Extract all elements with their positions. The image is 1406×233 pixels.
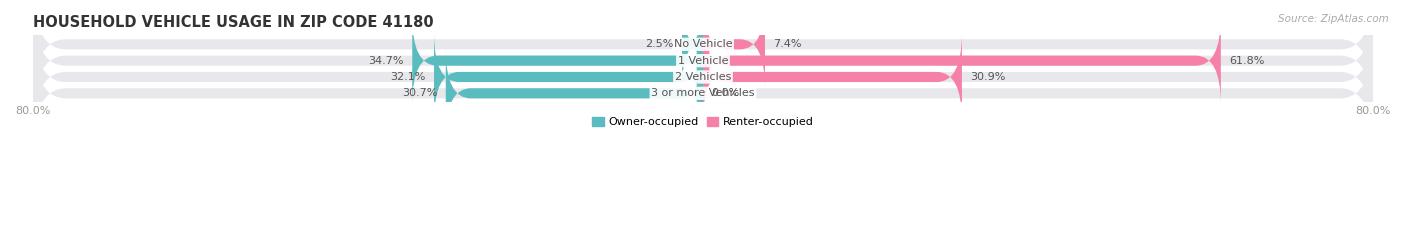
Text: HOUSEHOLD VEHICLE USAGE IN ZIP CODE 41180: HOUSEHOLD VEHICLE USAGE IN ZIP CODE 4118… (32, 15, 433, 30)
Text: 7.4%: 7.4% (773, 39, 801, 49)
Text: 34.7%: 34.7% (368, 56, 404, 66)
FancyBboxPatch shape (703, 17, 1220, 105)
Text: 0.0%: 0.0% (711, 88, 740, 98)
FancyBboxPatch shape (32, 33, 1374, 154)
FancyBboxPatch shape (703, 33, 962, 121)
Text: 30.7%: 30.7% (402, 88, 437, 98)
FancyBboxPatch shape (32, 17, 1374, 137)
Text: 2 Vehicles: 2 Vehicles (675, 72, 731, 82)
FancyBboxPatch shape (434, 33, 703, 121)
FancyBboxPatch shape (703, 0, 765, 88)
FancyBboxPatch shape (32, 0, 1374, 105)
Text: 2.5%: 2.5% (645, 39, 673, 49)
FancyBboxPatch shape (446, 49, 703, 137)
Text: 1 Vehicle: 1 Vehicle (678, 56, 728, 66)
Text: Source: ZipAtlas.com: Source: ZipAtlas.com (1278, 14, 1389, 24)
Legend: Owner-occupied, Renter-occupied: Owner-occupied, Renter-occupied (588, 113, 818, 132)
Text: 61.8%: 61.8% (1229, 56, 1264, 66)
FancyBboxPatch shape (678, 0, 707, 88)
FancyBboxPatch shape (32, 0, 1374, 121)
Text: 32.1%: 32.1% (391, 72, 426, 82)
Text: 30.9%: 30.9% (970, 72, 1005, 82)
Text: No Vehicle: No Vehicle (673, 39, 733, 49)
FancyBboxPatch shape (412, 17, 703, 105)
Text: 3 or more Vehicles: 3 or more Vehicles (651, 88, 755, 98)
